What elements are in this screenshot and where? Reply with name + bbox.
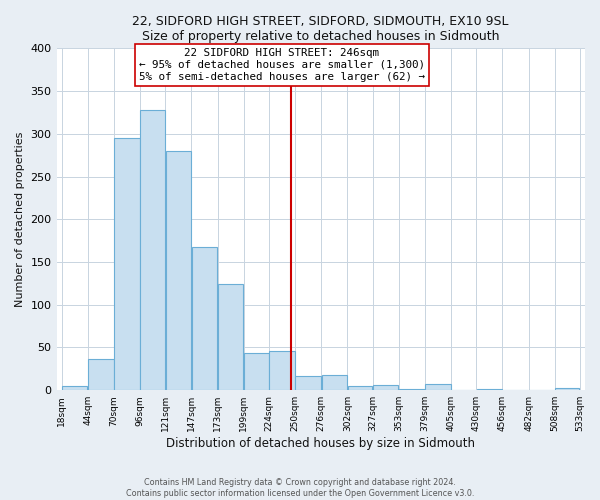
Y-axis label: Number of detached properties: Number of detached properties	[15, 132, 25, 307]
Text: 22 SIDFORD HIGH STREET: 246sqm
← 95% of detached houses are smaller (1,300)
5% o: 22 SIDFORD HIGH STREET: 246sqm ← 95% of …	[139, 48, 425, 82]
Bar	[244, 352, 269, 390]
Bar	[322, 375, 347, 390]
Bar	[166, 151, 191, 390]
Bar	[373, 385, 398, 390]
Text: Contains HM Land Registry data © Crown copyright and database right 2024.
Contai: Contains HM Land Registry data © Crown c…	[126, 478, 474, 498]
Bar	[192, 246, 217, 390]
Bar	[348, 386, 372, 390]
Bar	[88, 358, 113, 390]
Bar	[555, 388, 580, 390]
Bar	[295, 376, 321, 390]
Bar	[269, 351, 295, 390]
Bar	[218, 284, 244, 390]
Bar	[425, 384, 451, 390]
X-axis label: Distribution of detached houses by size in Sidmouth: Distribution of detached houses by size …	[166, 437, 475, 450]
Bar	[62, 386, 88, 390]
Bar	[115, 138, 140, 390]
Title: 22, SIDFORD HIGH STREET, SIDFORD, SIDMOUTH, EX10 9SL
Size of property relative t: 22, SIDFORD HIGH STREET, SIDFORD, SIDMOU…	[133, 15, 509, 43]
Bar	[140, 110, 165, 390]
